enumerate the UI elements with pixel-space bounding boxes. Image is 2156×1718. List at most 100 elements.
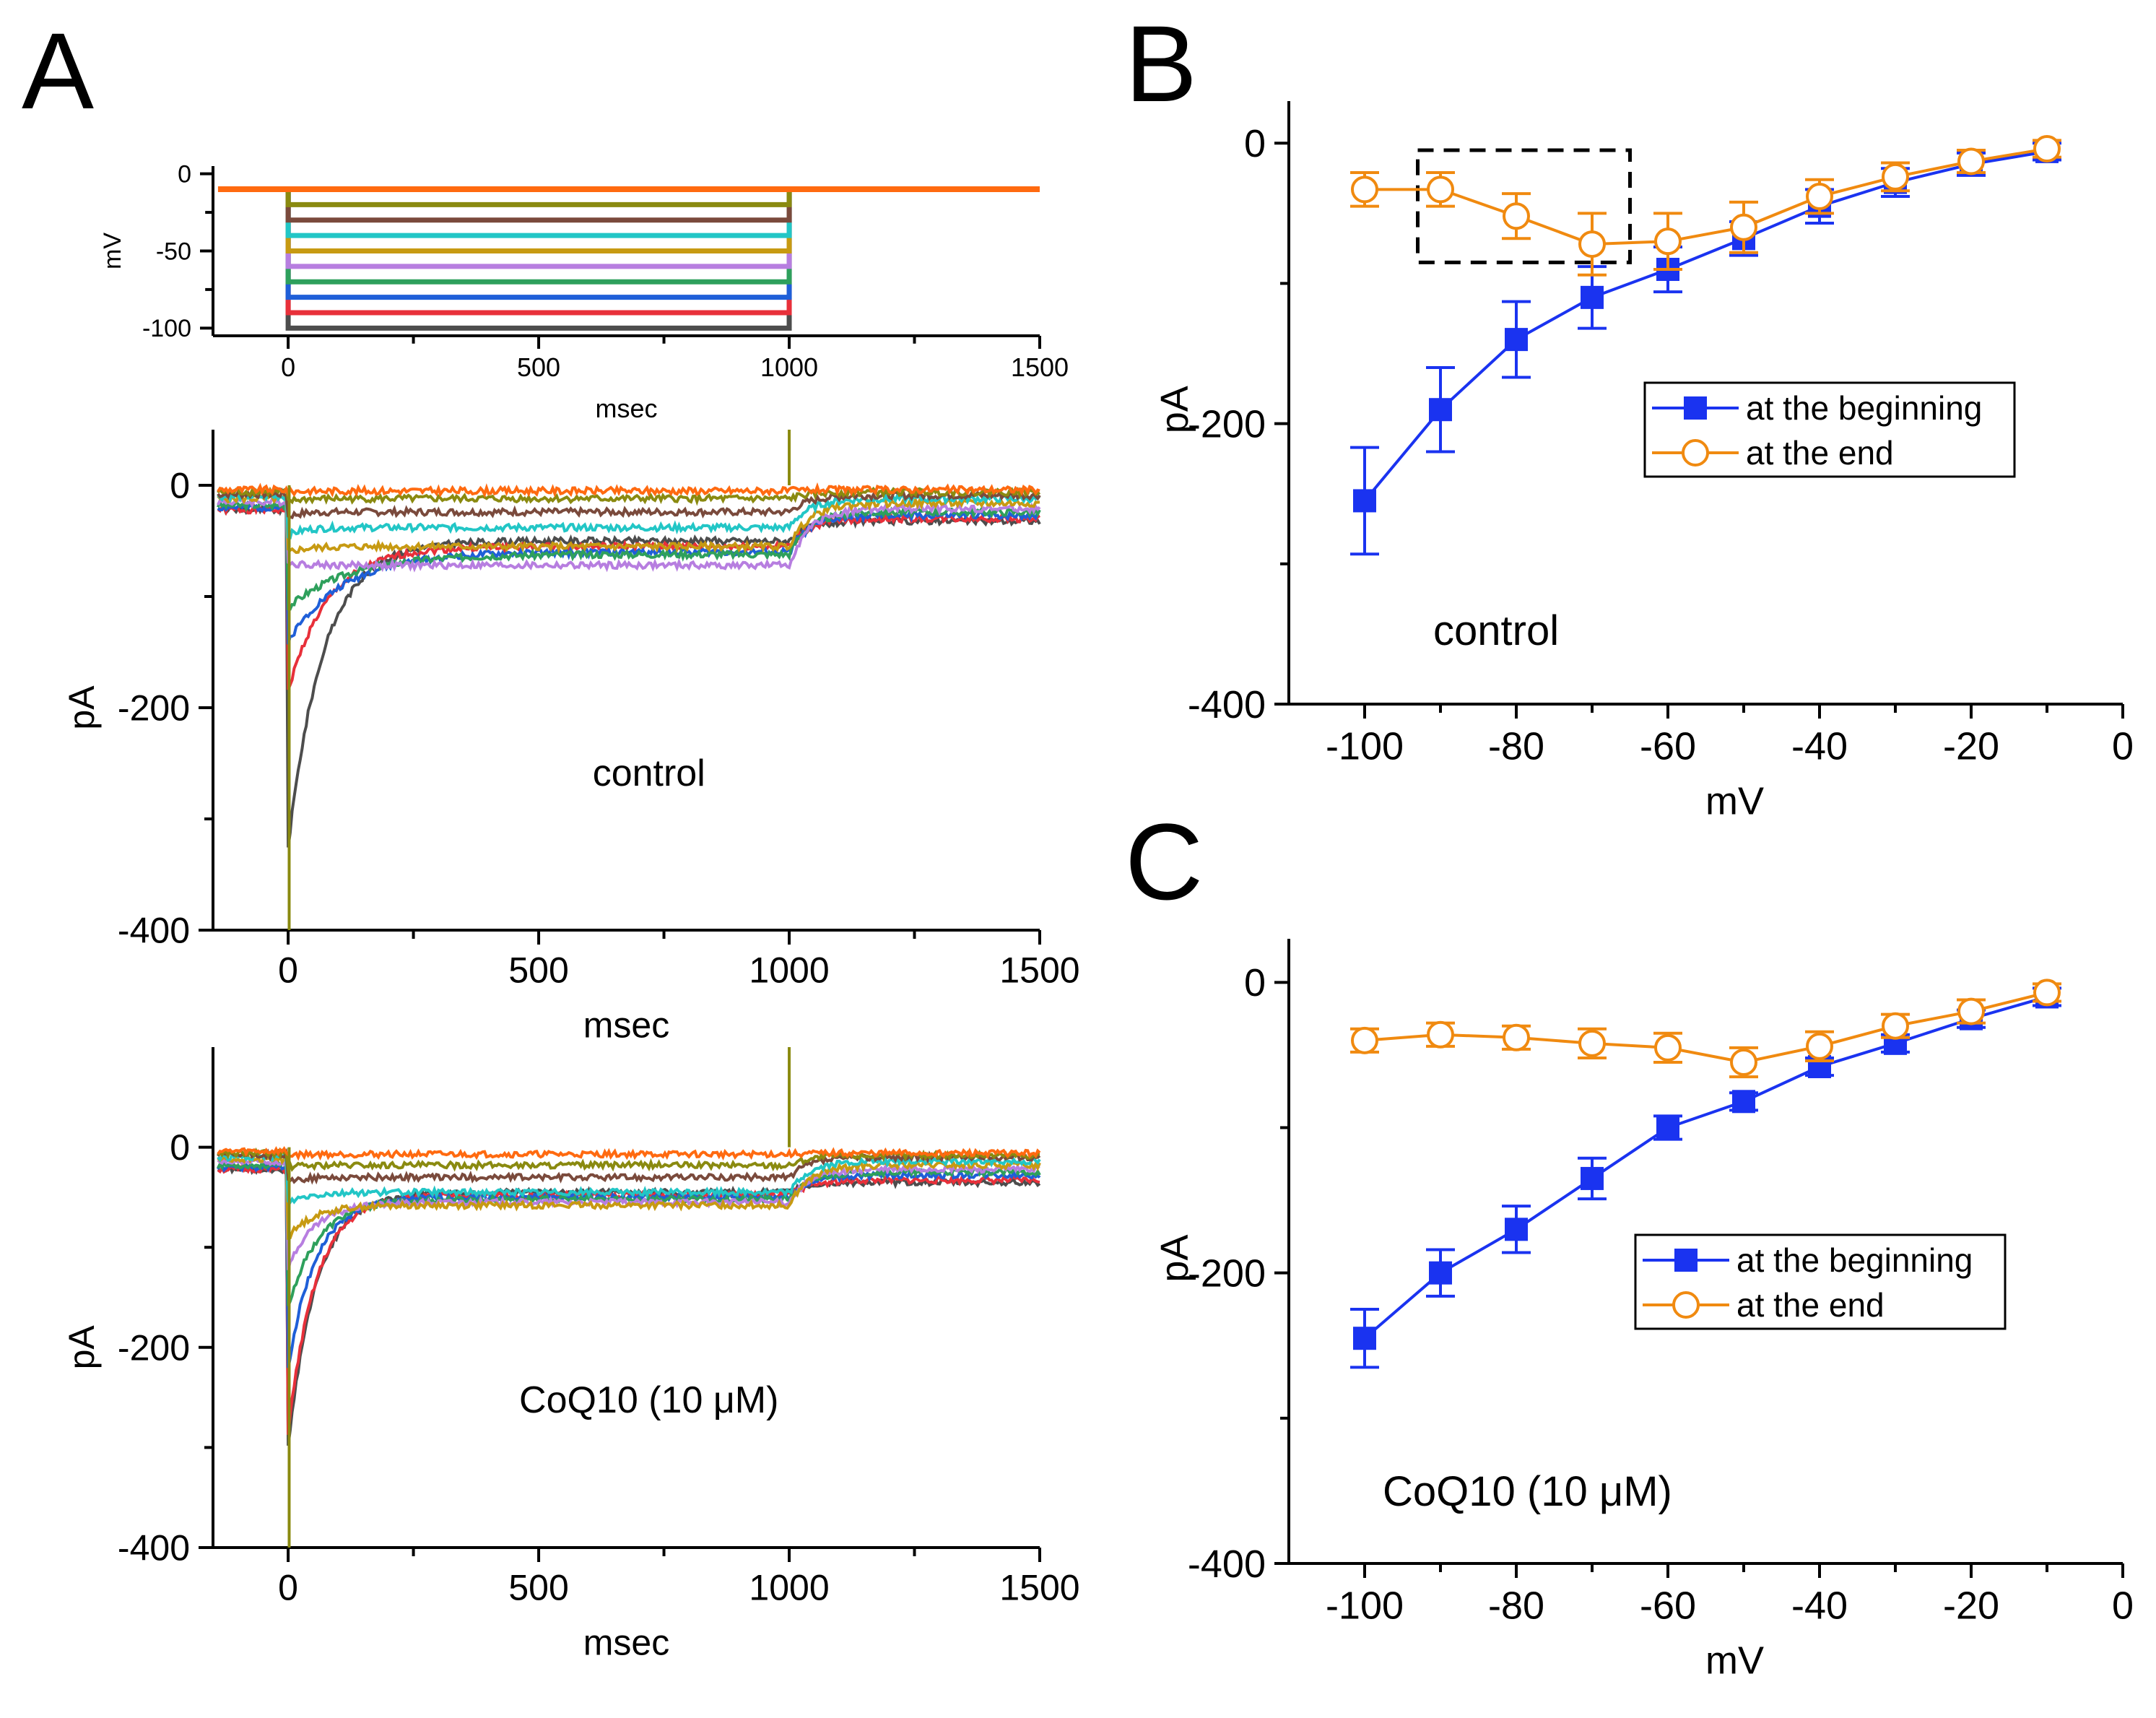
B-series-line — [1365, 147, 2048, 246]
A2-current-trace — [217, 491, 1041, 539]
B-data-point — [1578, 230, 1606, 259]
C-legend-label: at the beginning — [1736, 1241, 1973, 1279]
B-data-point — [1505, 328, 1528, 352]
C-data-point — [1581, 1166, 1604, 1190]
A1-step-trace — [285, 189, 792, 238]
C-series-line — [1364, 991, 2048, 1064]
A3-y-tick-label: -200 — [118, 1327, 190, 1368]
A3-current-trace — [217, 1147, 1041, 1185]
C-data-point — [1505, 1218, 1528, 1241]
C-condition-label: CoQ10 (10 μM) — [1383, 1468, 1672, 1515]
A2-y-tick-label: 0 — [170, 466, 190, 506]
B-y-axis-title: pA — [1153, 386, 1196, 433]
B-x-tick-label: 0 — [2112, 725, 2134, 768]
A1-y-tick-label: 0 — [178, 161, 191, 188]
B-y-tick-label: 0 — [1244, 122, 1266, 165]
A3-current-trace — [217, 1153, 1041, 1241]
C-data-point — [1353, 1327, 1376, 1350]
A1-x-tick-label: 500 — [517, 352, 560, 382]
B-condition-label: control — [1433, 607, 1559, 654]
C-legend-marker — [1674, 1249, 1698, 1272]
C-x-tick-label: -60 — [1640, 1584, 1696, 1628]
C-data-point — [1654, 1033, 1682, 1062]
A1-x-axis-title: msec — [595, 394, 657, 423]
A3-x-axis-title: msec — [583, 1623, 669, 1663]
C-legend-label: at the end — [1736, 1286, 1885, 1324]
A3-current-trace — [217, 1162, 1041, 1368]
A2-current-trace — [217, 498, 1041, 611]
A2-x-tick-label: 500 — [508, 950, 568, 991]
B-series-line — [1363, 149, 2048, 502]
A1-x-tick-label: 0 — [281, 352, 295, 382]
A3-x-tick-label: 1500 — [999, 1568, 1079, 1608]
A3-condition-label: CoQ10 (10 μM) — [519, 1379, 778, 1421]
A1-step-trace — [285, 189, 792, 207]
C-y-tick-label: -400 — [1188, 1543, 1266, 1586]
A3-x-tick-label: 1000 — [749, 1568, 829, 1608]
A2-current-trace — [217, 485, 1041, 506]
A2-condition-label: control — [593, 752, 705, 794]
charts-layer: 0 500 1000 1500 0 -50 -100 msec mV 0 500 1000 1500 0 -… — [61, 101, 2134, 1683]
A1-y-tick-label: -100 — [142, 315, 191, 342]
C-x-tick-label: -100 — [1326, 1584, 1404, 1628]
B-data-point — [1730, 213, 1757, 241]
A3-y-axis-title: pA — [61, 1325, 102, 1370]
B-legend-marker — [1684, 396, 1707, 420]
C-y-axis-title: pA — [1153, 1235, 1196, 1283]
C-data-point — [1578, 1029, 1606, 1057]
A2-y-tick-label: -200 — [118, 688, 190, 729]
B-legend-label: at the beginning — [1746, 389, 1982, 427]
A1-x-tick-label: 1000 — [760, 352, 818, 382]
B-y-tick-label: -400 — [1188, 683, 1266, 726]
A2-current-trace — [217, 497, 1041, 573]
B-y-tick-label: -200 — [1188, 403, 1266, 446]
A2-current-trace — [217, 492, 1040, 555]
B-data-point — [1654, 227, 1682, 256]
A2-y-tick-label: -400 — [118, 911, 190, 951]
A2-x-tick-label: 0 — [278, 950, 298, 991]
B-x-tick-label: -80 — [1488, 725, 1544, 768]
B-data-point — [1503, 202, 1530, 230]
C-data-point — [1882, 1012, 1909, 1040]
C-x-tick-label: -80 — [1488, 1584, 1544, 1628]
A1-y-tick-label: -50 — [156, 238, 191, 265]
C-data-point — [2033, 979, 2061, 1007]
B-data-point — [1806, 183, 1833, 211]
A2-x-tick-label: 1500 — [999, 950, 1079, 991]
A2-x-tick-label: 1000 — [749, 950, 829, 991]
C-data-point — [1806, 1032, 1833, 1060]
C-x-tick-label: 0 — [2112, 1584, 2134, 1628]
A3-y-tick-label: 0 — [170, 1127, 190, 1168]
A1-y-axis-title: mV — [99, 233, 126, 269]
B-data-point — [1882, 162, 1909, 191]
C-y-tick-label: -200 — [1188, 1252, 1266, 1296]
C-series-line — [1363, 995, 2048, 1340]
B-x-tick-label: -100 — [1326, 725, 1404, 768]
A3-x-tick-label: 0 — [278, 1568, 298, 1608]
C-x-tick-label: -20 — [1943, 1584, 1999, 1628]
B-data-point — [1957, 147, 1985, 175]
A2-x-axis-title: msec — [583, 1005, 669, 1046]
B-x-tick-label: -60 — [1640, 725, 1696, 768]
B-data-point — [1427, 175, 1454, 204]
A1-step-trace — [285, 189, 792, 269]
C-data-point — [1429, 1261, 1452, 1285]
C-data-point — [1730, 1048, 1757, 1076]
A3-current-trace — [217, 1145, 1041, 1161]
C-x-axis-title: mV — [1705, 1639, 1764, 1683]
B-data-point — [2033, 135, 2061, 163]
panel-label-b: B — [1125, 3, 1197, 124]
C-x-tick-label: -40 — [1791, 1584, 1848, 1628]
A2-current-trace — [217, 503, 1040, 690]
A2-y-axis-title: pA — [61, 685, 102, 730]
A1-step-trace — [285, 189, 792, 331]
B-data-point — [1353, 489, 1376, 513]
B-legend-marker — [1682, 439, 1709, 467]
A2-current-trace — [217, 482, 1040, 499]
highlight-box — [1416, 148, 1632, 264]
B-x-tick-label: -40 — [1791, 725, 1848, 768]
C-data-point — [1656, 1116, 1679, 1140]
C-y-tick-label: 0 — [1244, 961, 1266, 1005]
A3-x-tick-label: 500 — [508, 1568, 568, 1608]
B-legend-label: at the end — [1746, 434, 1894, 472]
